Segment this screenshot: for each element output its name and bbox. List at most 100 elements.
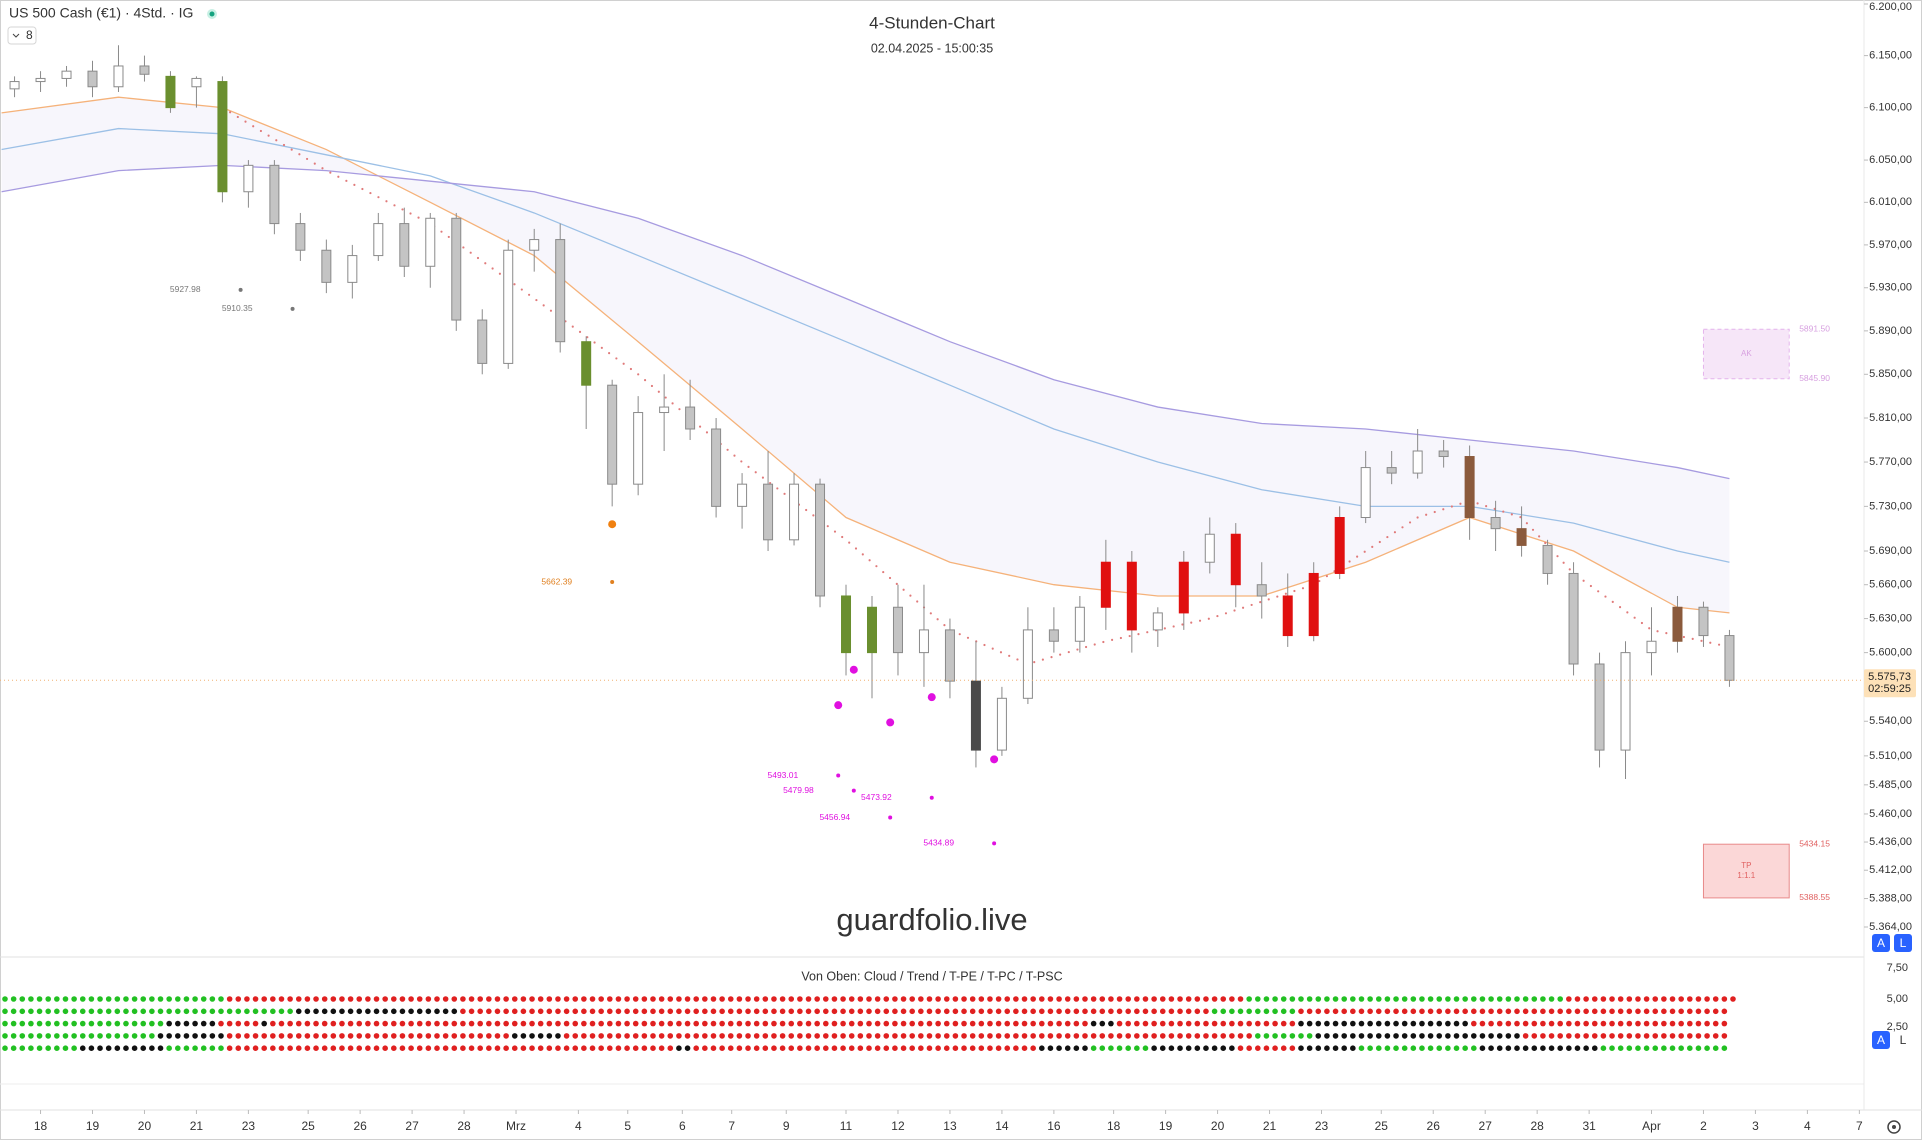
signal-dot-row [28, 1045, 34, 1051]
signal-dot-row [408, 1045, 414, 1051]
signal-dot-row [1064, 1045, 1071, 1051]
signal-dot-row [1280, 1008, 1287, 1015]
signal-dot-row [537, 1033, 544, 1039]
signal-dot-row [995, 996, 1002, 1002]
candle-body [1308, 572, 1319, 637]
signal-dot-row [1125, 1045, 1131, 1051]
signal-dot-row [382, 1020, 388, 1027]
signal-dot-row [1332, 1020, 1339, 1027]
signal-dot-row [676, 1045, 682, 1051]
signal-dot-row [1609, 1045, 1615, 1051]
log-scale-button[interactable] [1894, 934, 1912, 952]
signal-dot-row [710, 1008, 717, 1015]
signal-dot-row [1073, 1008, 1080, 1015]
signal-dot-row [727, 1020, 734, 1027]
signal-dot-row [952, 1008, 959, 1015]
signal-dot-row [1514, 1045, 1520, 1051]
signal-dot-row [1108, 1008, 1114, 1015]
signal-dot-row [641, 1045, 648, 1051]
signal-dot-row [581, 1020, 587, 1027]
signal-dot-row [97, 1008, 103, 1015]
signal-dot-row [719, 996, 725, 1002]
settings-icon[interactable] [1887, 1120, 1901, 1134]
signal-dot-row [615, 1045, 622, 1051]
signal-dot-row [157, 1020, 164, 1027]
signal-dot-row [1039, 1033, 1045, 1039]
panel-log-button[interactable] [1894, 1031, 1912, 1049]
interval-dropdown[interactable] [7, 26, 37, 45]
signal-dot-row [1021, 996, 1028, 1002]
panel-title: Von Oben: Cloud / Trend / T-PE / T-PC / … [801, 969, 1062, 983]
signal-dot-row [209, 1008, 216, 1015]
candle-body [191, 77, 202, 88]
candle-body [1386, 467, 1397, 474]
signal-dot-row [572, 996, 579, 1002]
candle-body [1178, 561, 1189, 614]
signal-dot-row [1574, 1020, 1581, 1027]
signal-dot-row [1116, 1033, 1123, 1039]
signal-dot-row [434, 1045, 440, 1051]
y-tick-label: 5.890,00 [1869, 325, 1912, 337]
signal-dot-row [2, 1020, 8, 1027]
signal-dot-row [313, 1008, 319, 1015]
signal-dot-row [339, 1008, 345, 1015]
signal-dot-row [1635, 1020, 1641, 1027]
signal-dot-row [555, 996, 561, 1002]
signal-dot-row [1246, 1008, 1252, 1015]
signal-dot-row [1134, 1020, 1140, 1027]
signal-dot-row [1617, 996, 1624, 1002]
signal-dot-row [874, 1020, 881, 1027]
signal-dot-row [321, 1008, 328, 1015]
annotation-label: 5479.98 [783, 785, 814, 795]
candle-body [737, 483, 748, 507]
auto-scale-button[interactable] [1872, 934, 1890, 952]
signal-dot-row [373, 1008, 380, 1015]
signal-dot-row [486, 1008, 492, 1015]
x-tick-label: 12 [891, 1119, 905, 1133]
signal-dot-row [123, 1033, 129, 1039]
signal-dot-row [321, 1045, 328, 1051]
y-tick-label: 5.540,00 [1869, 715, 1912, 727]
x-tick-label: 5 [624, 1119, 631, 1133]
y-tick-label: 5.600,00 [1869, 647, 1912, 659]
signal-dot-row [1522, 1045, 1529, 1051]
signal-dot-row [1280, 1045, 1287, 1051]
signal-dot-row [1687, 1033, 1693, 1039]
signal-dot-row [736, 1045, 743, 1051]
signal-dot-row [1099, 996, 1106, 1002]
signal-dot-row [1410, 996, 1417, 1002]
signal-dot-row [745, 1045, 751, 1051]
signal-dot-row [615, 1020, 622, 1027]
candle-body [1022, 629, 1033, 699]
signal-dot-row [719, 1033, 725, 1039]
signal-dot-row [546, 996, 553, 1002]
x-tick-label: 26 [353, 1119, 367, 1133]
last-price-label: 5.575,73 [1868, 671, 1911, 683]
signal-dot-row [140, 996, 147, 1002]
signal-dot-row [347, 1008, 354, 1015]
signal-dot-row [54, 1045, 60, 1051]
panel-axis-label: 2,50 [1887, 1021, 1908, 1033]
signal-dot-row [1635, 1008, 1641, 1015]
signal-dot-row [200, 1020, 207, 1027]
signal-dot-row [200, 1033, 207, 1039]
panel-auto-button[interactable] [1872, 1031, 1890, 1049]
signal-dot-row [1678, 1033, 1684, 1039]
signal-dot-row [1583, 1033, 1589, 1039]
signal-dot-row [1566, 1033, 1572, 1039]
signal-dot-row [451, 1008, 458, 1015]
signal-dot-row [1522, 1008, 1529, 1015]
x-tick-label: 6 [679, 1119, 686, 1133]
signal-dot-row [900, 1033, 907, 1039]
candle-body [633, 412, 644, 485]
signal-dot-row [123, 1045, 129, 1051]
x-tick-label: 25 [1375, 1119, 1389, 1133]
signal-dot-row [762, 1033, 769, 1039]
signal-dot-row [615, 1008, 622, 1015]
signal-dot-row [218, 1020, 224, 1027]
signal-dot-row [149, 996, 155, 1002]
signal-dot-row [166, 1033, 172, 1039]
signal-dot-row [1462, 1045, 1468, 1051]
signal-dot-row [287, 1008, 293, 1015]
signal-dot-row [1021, 1008, 1028, 1015]
